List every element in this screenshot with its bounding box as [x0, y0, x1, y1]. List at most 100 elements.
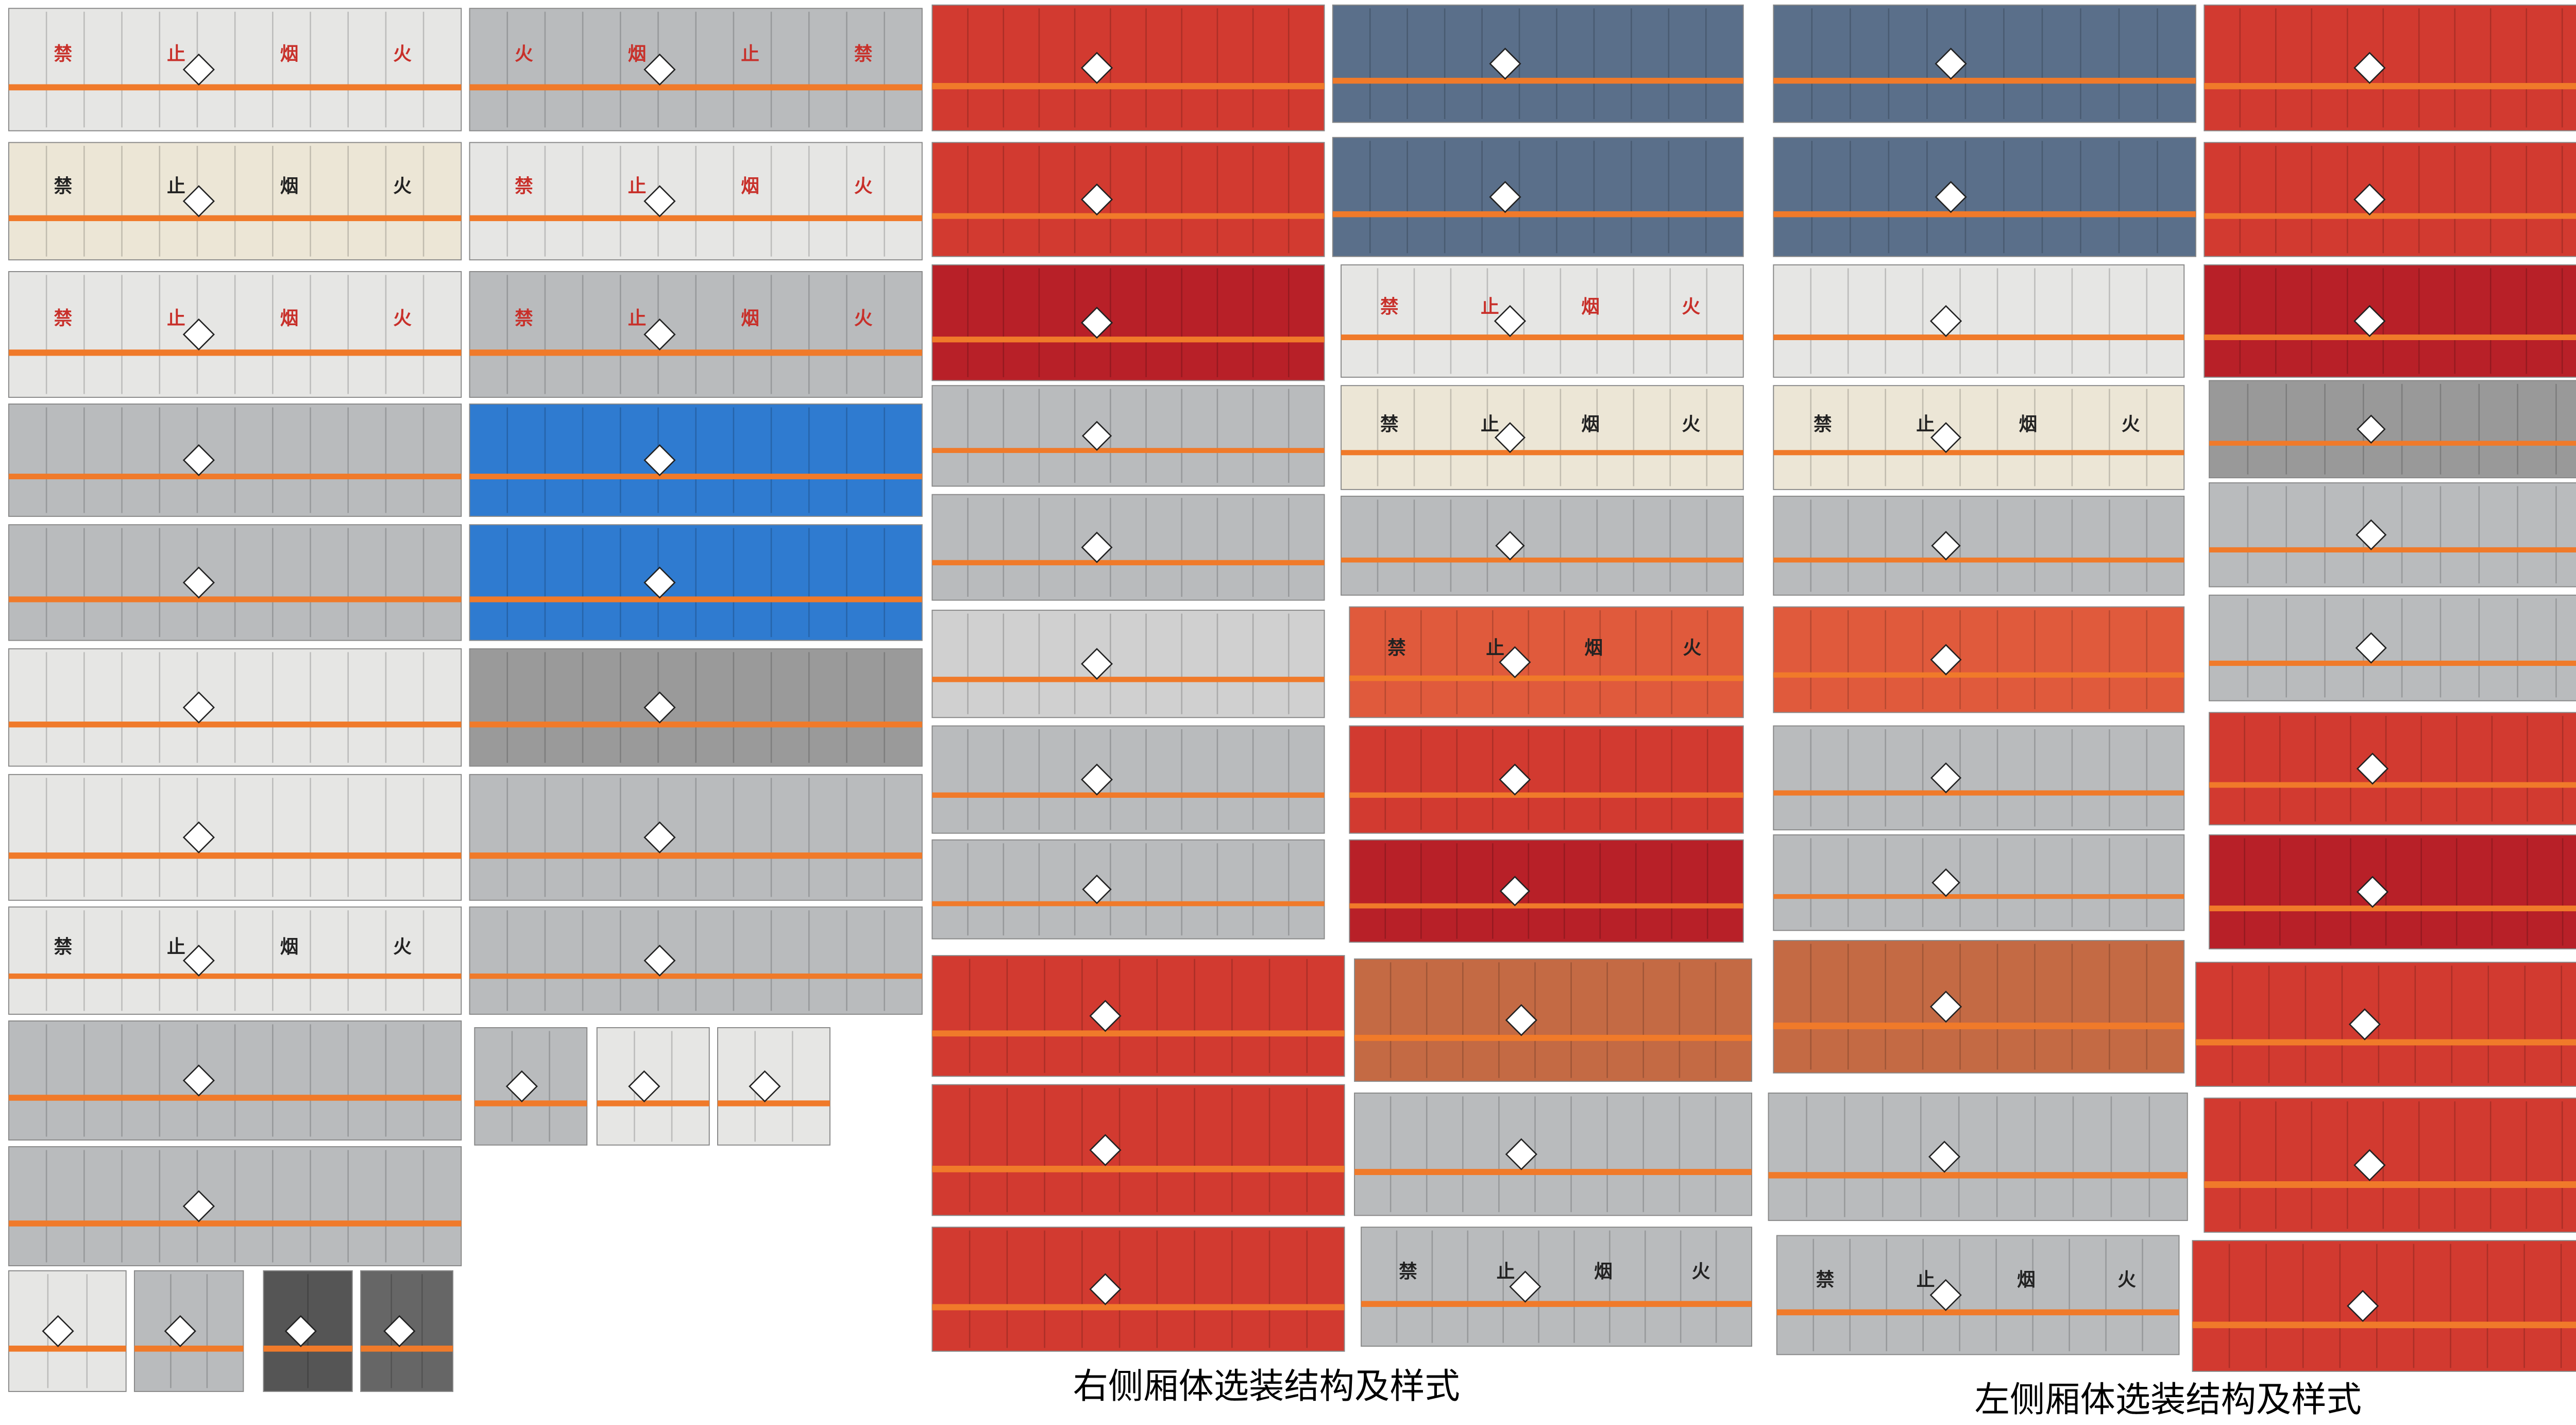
panel-text: 烟 [280, 936, 299, 958]
hazard-sign [643, 444, 676, 477]
reflective-stripe [1349, 903, 1743, 909]
hazard-sign [182, 318, 215, 351]
hazard-sign [1928, 1141, 1961, 1173]
panel-text: 止 [628, 308, 647, 329]
panel: 火烟止禁 [469, 8, 923, 131]
panel [2204, 4, 2576, 131]
panel: 禁止烟火 [1773, 385, 2185, 490]
panel-body [931, 839, 1325, 940]
panel-body [1773, 834, 2185, 931]
reflective-stripe [2204, 334, 2576, 340]
hazard-sign [1931, 868, 1960, 897]
panel-body [8, 8, 462, 131]
panel-text: 止 [1481, 296, 1499, 317]
reflective-stripe [1361, 1301, 1752, 1307]
panel: 禁止烟火 [8, 271, 462, 398]
panel: 禁止烟火 [1776, 1235, 2180, 1355]
panel: 禁止烟火 [1349, 606, 1744, 718]
reflective-stripe [932, 1165, 1345, 1172]
reflective-stripe [8, 349, 462, 356]
panel-body [931, 142, 1325, 257]
hazard-sign [1509, 1270, 1541, 1303]
panel-text: 烟 [280, 44, 299, 65]
panel [8, 403, 462, 517]
hazard-sign [1505, 1138, 1537, 1170]
panel-body [1349, 606, 1744, 718]
panel [8, 1270, 127, 1392]
panel-text: 烟 [280, 176, 299, 197]
panel-body [1332, 137, 1744, 257]
hazard-sign [1081, 763, 1113, 796]
hazard-sign [2357, 414, 2386, 444]
hazard-sign [1081, 421, 1112, 451]
panel-text: 禁 [54, 176, 72, 197]
reflective-stripe [469, 84, 922, 91]
panel-body [1768, 1092, 2188, 1221]
panel-body [1349, 839, 1744, 943]
panel-text: 火 [854, 308, 873, 329]
panel [931, 955, 1345, 1077]
reflective-stripe [597, 1100, 709, 1107]
panel-text: 烟 [1581, 296, 1600, 317]
hazard-sign [643, 944, 676, 977]
hazard-sign [1081, 648, 1113, 680]
hazard-sign [1930, 422, 1962, 454]
panel-body [8, 906, 462, 1015]
hazard-sign [2347, 1289, 2379, 1322]
panel [360, 1270, 453, 1392]
panel-text: 止 [1486, 638, 1504, 659]
panel-body [1773, 385, 2185, 490]
panel [8, 524, 462, 641]
hazard-sign [1080, 183, 1113, 216]
panel-body [469, 271, 923, 398]
panel-text: 火 [2117, 1269, 2136, 1290]
panel-body [1776, 1235, 2180, 1355]
reflective-stripe [2204, 1181, 2576, 1188]
panel-text: 禁 [1399, 1261, 1417, 1282]
reflective-stripe [932, 792, 1325, 798]
hazard-sign [2348, 1008, 2381, 1041]
hazard-sign [1499, 646, 1531, 679]
panel [2209, 594, 2576, 701]
panel: 禁止烟火 [8, 906, 462, 1015]
panel-text: 禁 [515, 308, 533, 329]
panel: 禁止烟火 [1341, 385, 1744, 490]
hazard-sign [2353, 183, 2386, 216]
panel-text: 止 [167, 176, 185, 197]
panel [133, 1270, 244, 1392]
reflective-stripe [2204, 213, 2576, 219]
panel [1349, 839, 1744, 943]
hazard-sign [1935, 47, 1967, 80]
reflective-stripe [2209, 660, 2576, 666]
panel-text: 烟 [280, 308, 299, 329]
hazard-sign [2356, 752, 2389, 785]
hazard-sign [505, 1070, 538, 1103]
hazard-sign [1930, 644, 1962, 676]
hazard-sign [182, 1064, 215, 1097]
panel-text: 火 [2122, 414, 2140, 435]
reflective-stripe [8, 1345, 126, 1352]
reflective-stripe [263, 1345, 352, 1352]
reflective-stripe [361, 1345, 453, 1352]
reflective-stripe [717, 1100, 830, 1107]
panel-text: 烟 [1581, 414, 1600, 435]
panel-text: 禁 [54, 308, 72, 329]
panel [469, 524, 923, 641]
panel-body [931, 955, 1345, 1077]
reflective-stripe [1354, 1034, 1752, 1041]
reflective-stripe [8, 722, 462, 728]
hazard-sign [2353, 52, 2386, 84]
reflective-stripe [8, 84, 462, 91]
panel-body [2204, 1097, 2576, 1233]
hazard-sign [1499, 876, 1530, 907]
panel-text: 烟 [1594, 1261, 1613, 1282]
panel-body [1773, 264, 2185, 378]
panel-body [931, 1227, 1345, 1352]
panel-text: 火 [1682, 414, 1700, 435]
panel-body [8, 1020, 462, 1141]
reflective-stripe [469, 215, 922, 222]
reflective-stripe [469, 973, 922, 979]
hazard-sign [1499, 763, 1531, 796]
panel-body [469, 648, 923, 767]
panel-body [8, 1146, 462, 1266]
